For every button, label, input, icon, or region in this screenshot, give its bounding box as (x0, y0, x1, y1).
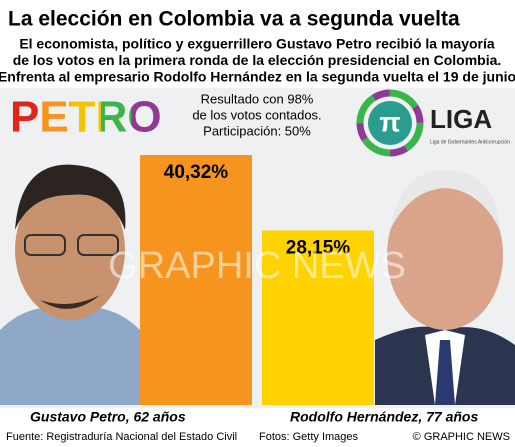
annotation: de los votos contados. (192, 107, 321, 122)
photo-left (0, 164, 140, 405)
annotation: Participación: 50% (203, 123, 311, 138)
source: Fuente: Registraduría Nacional del Estad… (6, 431, 237, 443)
logo-right: LIGA (430, 104, 492, 134)
credit: © GRAPHIC NEWS (413, 431, 510, 443)
logo-right-mark (356, 89, 424, 157)
logo-left: PETRO (10, 93, 162, 142)
chart-title: La elección en Colombia va a segunda vue… (8, 8, 460, 31)
logo-right-caption: Liga de Gobernantes Anticorrupción (430, 139, 510, 145)
photo-right (375, 170, 515, 405)
photo-credit: Fotos: Getty Images (259, 431, 359, 443)
annotation: Resultado con 98% (201, 91, 314, 106)
subtitle: El economista, político y exguerrillero … (19, 36, 495, 52)
bar (140, 155, 252, 405)
subtitle: de los votos en la primera ronda de la e… (13, 52, 502, 68)
watermark: GRAPHIC NEWS (108, 245, 406, 287)
subtitle: Enfrenta al empresario Rodolfo Hernández… (0, 69, 515, 85)
bar (262, 230, 374, 405)
category-label: Rodolfo Hernández, 77 años (290, 409, 478, 425)
value-label: 28,15% (286, 237, 351, 258)
logo-right-symbol: π (379, 106, 400, 137)
category-label: Gustavo Petro, 62 años (30, 409, 186, 425)
value-label: 40,32% (164, 162, 229, 183)
